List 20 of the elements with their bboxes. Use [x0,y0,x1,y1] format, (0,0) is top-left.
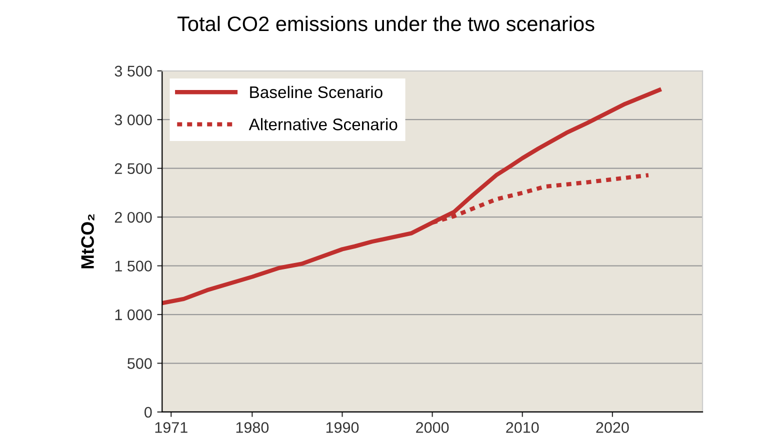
x-tick-label: 1980 [236,422,269,433]
x-tick-label: 1990 [326,422,359,433]
x-tick-label: 1971 [155,422,188,433]
y-axis-title: MtCO₂ [81,214,94,268]
y-tick-label: 1 000 [115,309,152,320]
y-tick-label: 1 500 [115,260,152,272]
line-series [162,88,662,306]
chart-title: Total CO2 emissions under the two scenarios [177,16,594,32]
y-tick-label: 2 000 [114,212,152,223]
x-tick-label: 2010 [506,422,539,433]
legend-label: Alternative Scenario [248,118,398,130]
line-series [430,173,651,225]
x-tick-label: 2020 [596,422,629,433]
y-tick-label: 0 [144,406,152,418]
y-tick-label: 500 [128,358,152,369]
y-tick-label: 3 500 [114,66,152,77]
legend-label: Baseline Scenario [250,86,382,98]
y-tick-label: 2 500 [114,163,152,174]
x-tick-label: 2000 [416,422,449,433]
y-tick-label: 3 000 [114,114,152,126]
